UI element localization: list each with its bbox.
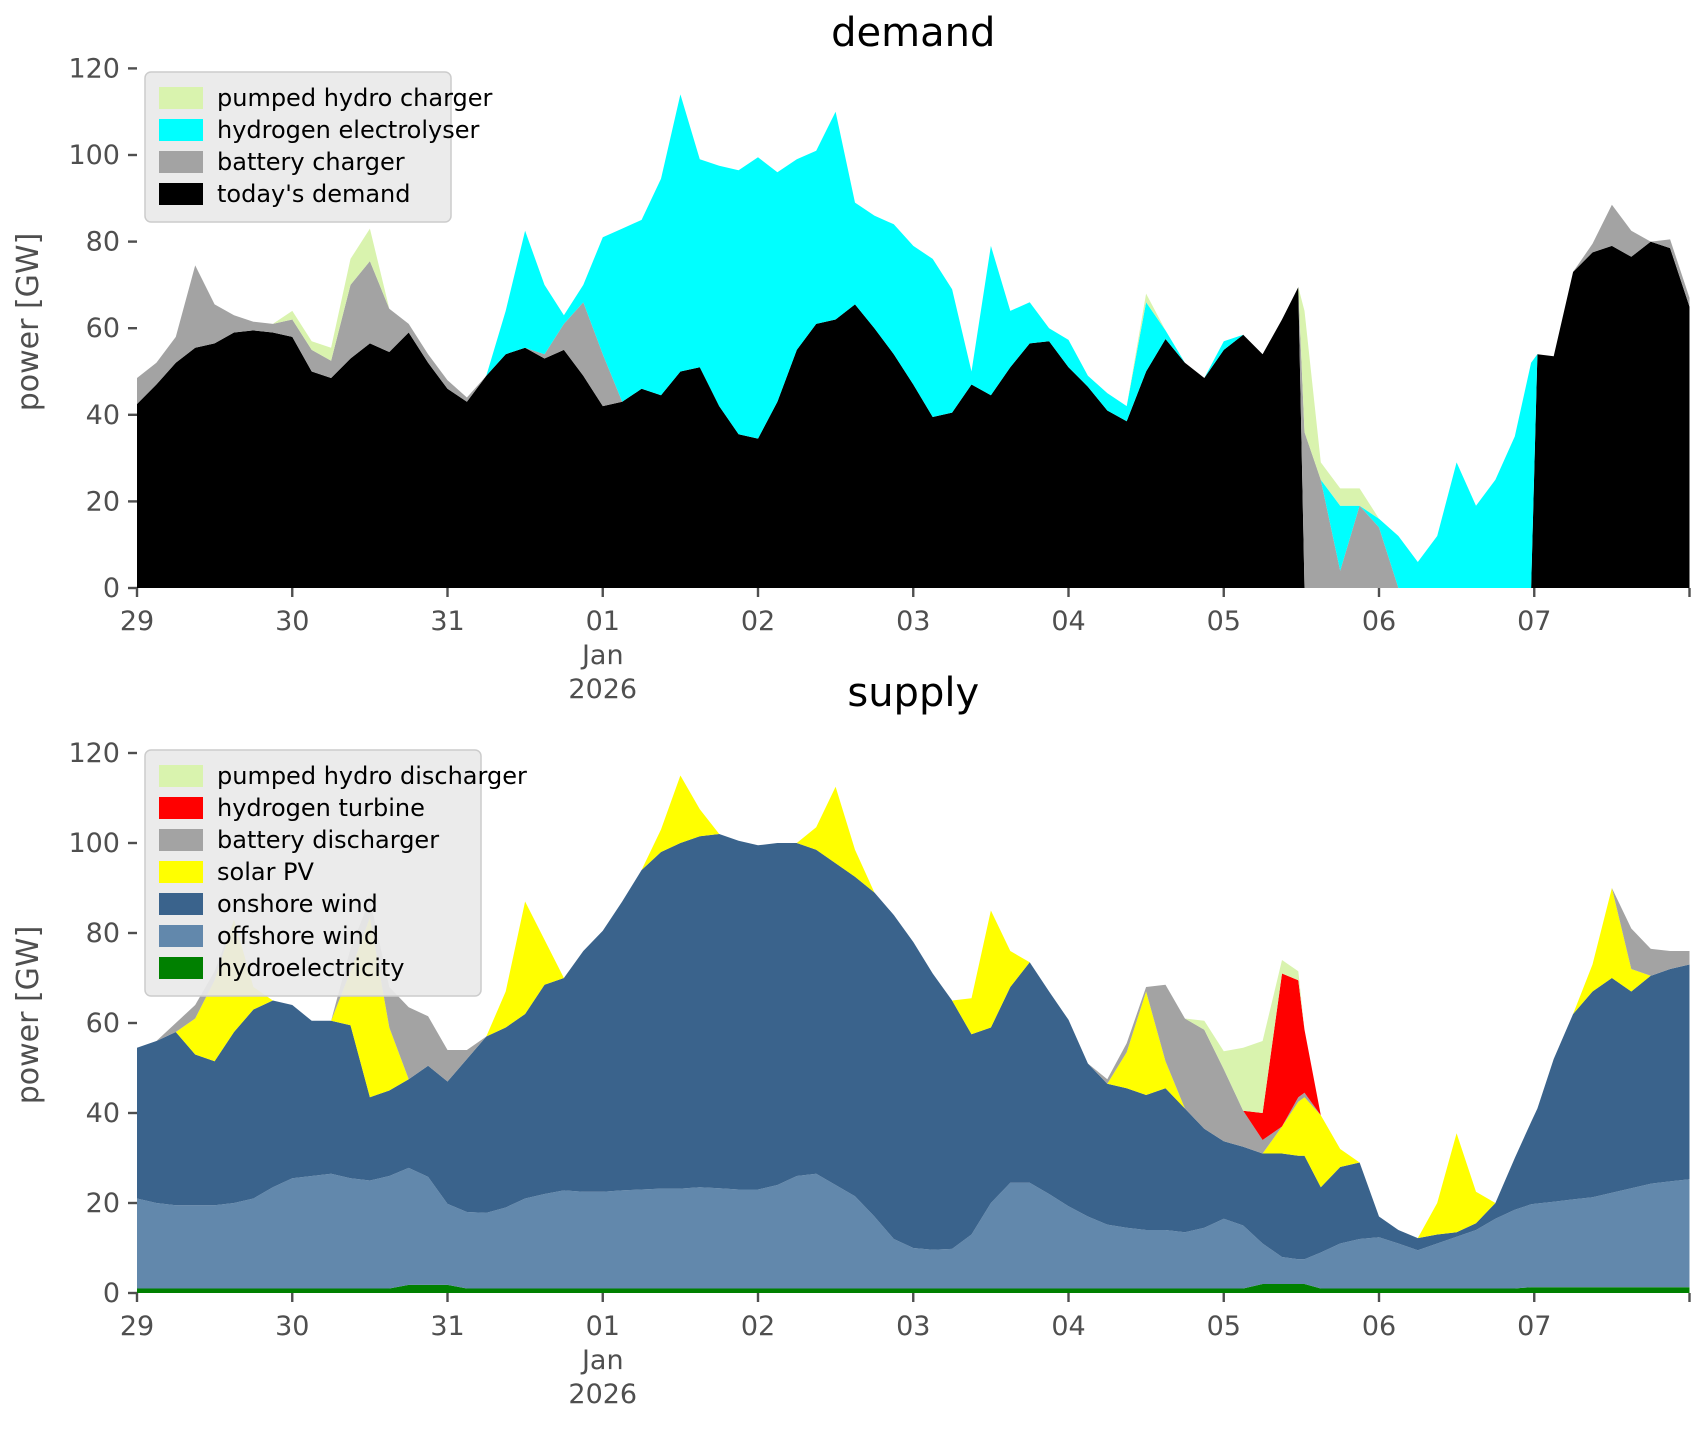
legend-box <box>144 749 482 997</box>
y-tick-label: 100 <box>68 828 120 859</box>
y-tick-label: 60 <box>86 1008 120 1039</box>
y-tick-label: 0 <box>103 573 120 604</box>
area-offshore-wind <box>137 1167 1690 1289</box>
legend-swatch-hydrogen-turbine <box>159 797 203 819</box>
area-onshore-wind <box>137 834 1690 1260</box>
supply-chart <box>128 749 1691 1302</box>
y-tick-label: 120 <box>68 53 120 84</box>
legend-swatch-offshore-wind <box>159 925 203 947</box>
legend-swatch-hydrogen-electrolyser <box>159 119 203 141</box>
x-tick-label: 02 <box>741 1311 775 1342</box>
y-tick-label: 40 <box>86 1098 120 1129</box>
legend-swatch-battery-discharger <box>159 829 203 851</box>
area-hydrogen-electrolyser <box>137 94 1690 589</box>
x-axis-year-label: 2026 <box>568 1379 637 1410</box>
chart-title: supply <box>847 670 979 716</box>
x-tick-label: 07 <box>1517 1311 1551 1342</box>
legend-label-battery-charger: battery charger <box>217 148 405 176</box>
y-tick-label: 0 <box>103 1278 120 1309</box>
legend-swatch-pumped-hydro-charger <box>159 87 203 109</box>
legend-label-hydrogen-electrolyser: hydrogen electrolyser <box>217 116 479 144</box>
x-tick-label: 05 <box>1207 1311 1241 1342</box>
y-axis-label: power [GW] <box>11 233 46 412</box>
x-axis-year-label: 2026 <box>568 674 637 705</box>
chart-title: demand <box>831 10 995 56</box>
legend-label-todays-demand: today's demand <box>217 180 411 208</box>
legend-label-pumped-hydro-discharger: pumped hydro discharger <box>217 762 527 790</box>
x-axis-month-label: Jan <box>580 640 624 671</box>
x-tick-label: 01 <box>586 1311 620 1342</box>
legend-swatch-hydroelectricity <box>159 957 203 979</box>
legend-label-pumped-hydro-charger: pumped hydro charger <box>217 84 493 112</box>
legend-label-onshore-wind: onshore wind <box>217 890 378 918</box>
x-axis-month-label: Jan <box>580 1345 624 1376</box>
x-tick-label: 01 <box>586 606 620 637</box>
legend-label-offshore-wind: offshore wind <box>217 922 379 950</box>
legend-label-solar-pv: solar PV <box>217 858 315 886</box>
legend-label-hydroelectricity: hydroelectricity <box>217 954 405 982</box>
y-tick-label: 40 <box>86 400 120 431</box>
y-tick-label: 120 <box>68 738 120 769</box>
area-todays-demand <box>137 241 1690 588</box>
y-tick-label: 80 <box>86 918 120 949</box>
x-tick-label: 06 <box>1362 606 1396 637</box>
y-tick-label: 20 <box>86 486 120 517</box>
area-solar-pv <box>137 775 1690 1239</box>
x-tick-label: 04 <box>1051 606 1085 637</box>
x-tick-label: 07 <box>1517 606 1551 637</box>
x-tick-label: 31 <box>430 1311 464 1342</box>
x-tick-label: 30 <box>275 1311 309 1342</box>
x-tick-label: 05 <box>1207 606 1241 637</box>
x-tick-label: 31 <box>430 606 464 637</box>
x-tick-label: 29 <box>120 606 154 637</box>
x-tick-label: 04 <box>1051 1311 1085 1342</box>
demand-chart <box>128 67 1691 597</box>
legend-swatch-battery-charger <box>159 151 203 173</box>
legend-swatch-todays-demand <box>159 183 203 205</box>
x-tick-label: 29 <box>120 1311 154 1342</box>
x-tick-label: 02 <box>741 606 775 637</box>
legend-box <box>144 71 452 223</box>
y-tick-label: 100 <box>68 140 120 171</box>
x-tick-label: 03 <box>896 606 930 637</box>
legend-swatch-pumped-hydro-discharger <box>159 765 203 787</box>
x-tick-label: 30 <box>275 606 309 637</box>
x-tick-label: 03 <box>896 1311 930 1342</box>
x-tick-label: 06 <box>1362 1311 1396 1342</box>
legend-label-hydrogen-turbine: hydrogen turbine <box>217 794 425 822</box>
y-tick-label: 20 <box>86 1188 120 1219</box>
y-tick-label: 80 <box>86 227 120 258</box>
legend-swatch-solar-pv <box>159 861 203 883</box>
y-tick-label: 60 <box>86 313 120 344</box>
legend-label-battery-discharger: battery discharger <box>217 826 439 854</box>
y-axis-label: power [GW] <box>11 926 46 1105</box>
legend-swatch-onshore-wind <box>159 893 203 915</box>
